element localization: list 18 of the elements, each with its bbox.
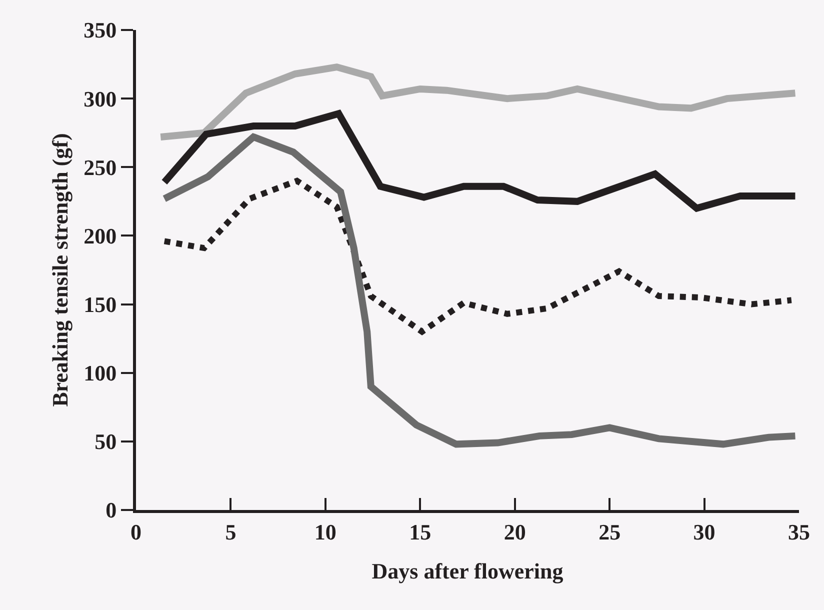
x-tick-label: 15 bbox=[409, 519, 432, 544]
x-tick-label: 5 bbox=[225, 519, 236, 544]
y-tick-label: 250 bbox=[84, 154, 117, 180]
x-tick-label: 0 bbox=[130, 519, 142, 544]
y-tick-label: 350 bbox=[84, 18, 117, 43]
y-tick-label: 100 bbox=[84, 360, 117, 386]
x-axis-title: Days after flowering bbox=[372, 558, 564, 584]
y-tick-label: 300 bbox=[84, 86, 117, 112]
y-tick-label: 0 bbox=[106, 498, 117, 523]
y-tick-label: 50 bbox=[94, 429, 117, 454]
y-tick-label: 150 bbox=[84, 292, 117, 317]
x-tick-label: 30 bbox=[693, 519, 716, 544]
x-tick-label: 25 bbox=[598, 519, 621, 544]
y-axis-title: Breaking tensile strength (gf) bbox=[47, 133, 72, 407]
x-tick-label: 35 bbox=[788, 519, 810, 544]
y-tick-label: 200 bbox=[84, 223, 117, 248]
x-tick-label: 10 bbox=[314, 519, 336, 544]
x-tick-label: 20 bbox=[504, 519, 526, 544]
